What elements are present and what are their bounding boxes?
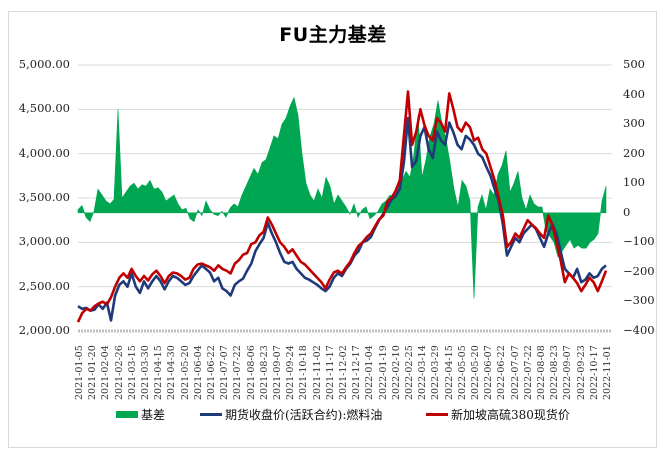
basis-swatch-icon <box>116 411 138 418</box>
right-axis-tick: 300 <box>623 116 645 131</box>
spot-line-icon <box>426 413 448 416</box>
legend-item-futures: 期货收盘价(活跃合约):燃料油 <box>200 406 382 423</box>
right-axis-tick: 400 <box>623 86 645 101</box>
right-axis-tick: 0 <box>623 204 631 219</box>
right-axis-tick: −400 <box>623 323 655 337</box>
chart-title: FU主力基差 <box>279 24 387 46</box>
legend-item-spot: 新加坡高硫380现货价 <box>426 406 570 423</box>
right-axis-tick: 500 <box>623 57 645 71</box>
gridlines <box>78 64 612 288</box>
legend-item-basis: 基差 <box>116 406 165 423</box>
left-axis-tick: 3,000.00 <box>18 234 70 249</box>
right-axis-tick: 100 <box>623 175 645 190</box>
right-axis-tick: −200 <box>623 263 655 278</box>
right-axis-tick: 200 <box>623 145 645 160</box>
right-axis-tick: −300 <box>623 293 655 308</box>
left-axis-tick: 2,000.00 <box>18 323 70 337</box>
right-axis-tick: −100 <box>623 234 655 249</box>
left-axis-tick: 4,500.00 <box>18 101 70 116</box>
legend-label: 期货收盘价(活跃合约):燃料油 <box>225 408 383 422</box>
futures-line-icon <box>200 413 222 416</box>
left-axis-tick: 4,000.00 <box>18 145 70 160</box>
left-axis-tick: 3,500.00 <box>18 190 70 204</box>
legend-label: 新加坡高硫380现货价 <box>451 408 570 422</box>
legend-label: 基差 <box>141 408 166 422</box>
legend: 基差 期货收盘价(活跃合约):燃料油 新加坡高硫380现货价 <box>0 406 666 426</box>
left-axis-tick: 2,500.00 <box>18 278 70 293</box>
price-line-series <box>76 90 608 323</box>
basis-area-series <box>77 96 607 299</box>
left-axis-tick: 5,000.00 <box>18 57 70 71</box>
